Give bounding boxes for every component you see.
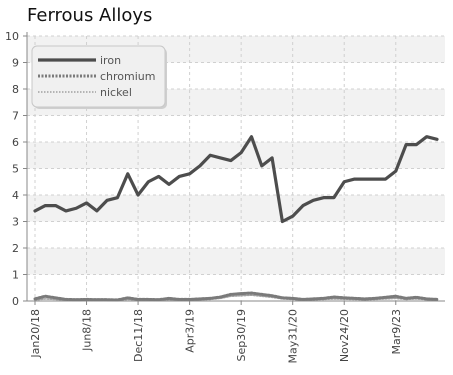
band-2 [27,221,445,248]
y-tick-label: 6 [12,136,19,149]
x-tick-label: Nov24/20 [338,309,351,362]
y-tick-label: 0 [12,295,19,308]
x-tick-label: Dec11/18 [132,309,145,362]
x-tick-label: Apr3/19 [184,309,197,353]
series-line-iron [33,135,439,224]
series-line-chromium [33,291,439,302]
series-lines [33,135,439,302]
x-axis-ticks: Jan20/18 Jun8/18 Dec11/18 Apr3/19 Sep30/19 Ma… [29,301,403,363]
y-tick-label: 1 [12,269,19,282]
chart-title: Ferrous Alloys [27,5,153,26]
band-6 [27,115,445,142]
x-tick-label: Jan20/18 [29,309,42,359]
y-tick-label: 5 [12,163,19,176]
x-tick-label: Sep30/19 [235,309,248,361]
y-tick-label: 7 [12,110,19,123]
x-tick-label: May31/20 [287,309,300,363]
legend-label-iron: iron [100,54,121,67]
y-tick-label: 3 [12,216,19,229]
y-tick-label: 2 [12,242,19,255]
legend-label-nickel: nickel [100,86,132,99]
grid-lines [27,35,445,302]
band-4 [27,168,445,195]
y-axis-ticks: 0 1 2 3 4 5 6 7 8 9 10 [5,30,27,308]
y-tick-label: 8 [12,83,19,96]
band-3 [27,195,445,222]
band-1 [27,248,445,275]
x-tick-label: Jun8/18 [81,309,94,352]
legend-label-chromium: chromium [100,70,156,83]
legend: iron chromium nickel [31,45,167,109]
y-tick-label: 10 [5,30,19,43]
y-tick-label: 9 [12,57,19,70]
axes [26,32,445,302]
y-tick-label: 4 [12,189,19,202]
x-tick-label: Mar9/23 [390,309,403,354]
